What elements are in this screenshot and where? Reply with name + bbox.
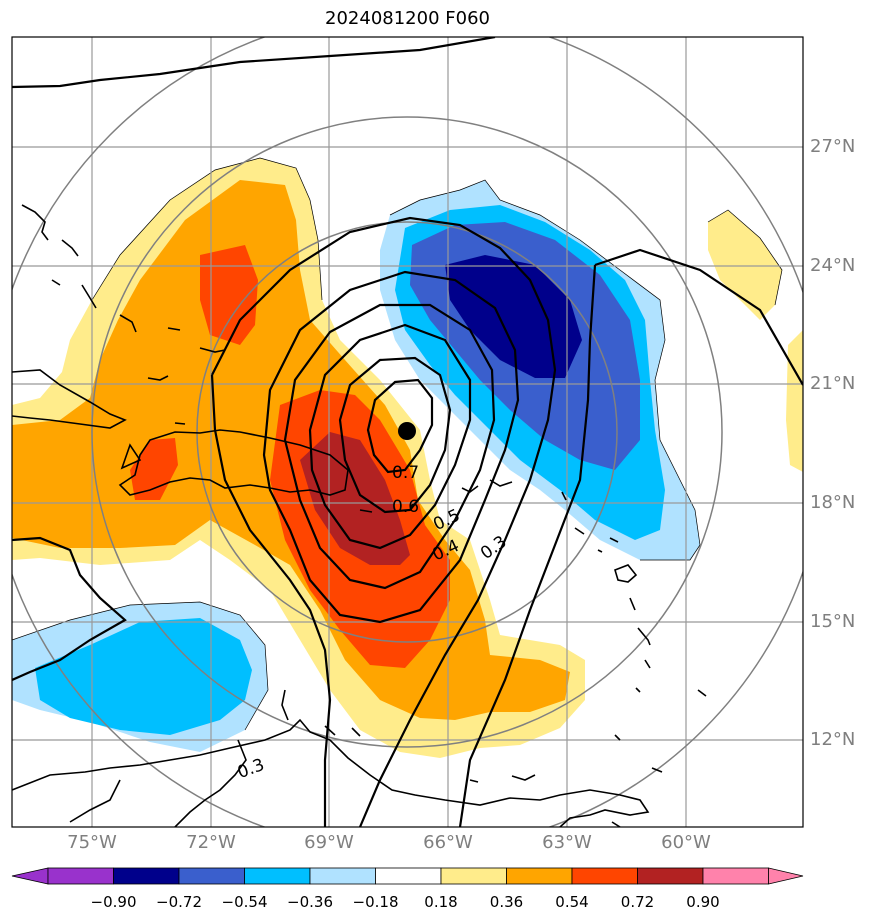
field-fill-072: [200, 245, 258, 345]
colorbar-bin: [309, 867, 376, 885]
latitude-label: 27°N: [810, 136, 856, 157]
field-fill-036-east: [708, 210, 782, 320]
colorbar-bin: [702, 867, 769, 885]
colorbar-bin: [244, 867, 311, 885]
colorbar-extend-high: [768, 867, 804, 885]
colorbar-tick-label: −0.18: [352, 893, 399, 911]
plot-frame: [11, 36, 804, 828]
latitude-label: 12°N: [810, 729, 856, 750]
coastlines: [12, 204, 707, 827]
latitude-label: 24°N: [810, 255, 856, 276]
field-fill-072b: [130, 438, 178, 500]
colorbar-extend-low: [11, 867, 49, 885]
longitude-label: 72°W: [186, 832, 236, 853]
latitude-label: 18°N: [810, 492, 856, 513]
colorbar: [11, 867, 804, 885]
colorbar-tick-label: 0.90: [686, 893, 720, 911]
colorbar-tick-label: 0.54: [555, 893, 589, 911]
field-outlines: [12, 157, 783, 731]
field-fill-036-east2: [786, 330, 803, 472]
longitude-label: 60°W: [661, 832, 711, 853]
colorbar-bin: [637, 867, 704, 885]
colorbar-bin: [571, 867, 638, 885]
longitude-label: 63°W: [542, 832, 592, 853]
longitude-label: 66°W: [423, 832, 473, 853]
contour-label: 0.6: [392, 497, 419, 517]
colorbar-bin: [506, 867, 573, 885]
colorbar-bin: [375, 867, 442, 885]
contour-label: 0.3: [235, 755, 267, 783]
map-title: 2024081200 F060: [325, 8, 490, 29]
colorbar-bin: [113, 867, 180, 885]
colorbar-tick-label: 0.72: [620, 893, 655, 911]
field-fill-090: [300, 432, 410, 565]
colorbar-tick-label: −0.54: [221, 893, 268, 911]
colorbar-bin: [440, 867, 507, 885]
longitude-label: 75°W: [67, 832, 117, 853]
colorbar-tick-label: −0.72: [156, 893, 202, 911]
colorbar-tick-label: −0.36: [287, 893, 333, 911]
contours: [12, 37, 803, 827]
colorbar-tick-label: 0.36: [489, 893, 524, 911]
latitude-label: 15°N: [810, 611, 856, 632]
latitude-label: 21°N: [810, 373, 856, 394]
colorbar-bin: [178, 867, 245, 885]
contour-label: 0.7: [392, 463, 419, 483]
colorbar-tick-label: 0.18: [424, 893, 458, 911]
range-rings: [12, 37, 803, 827]
longitude-label: 69°W: [304, 832, 354, 853]
field-fill-neg072: [445, 255, 582, 378]
colorbar-bin: [47, 867, 114, 885]
colorbar-tick-label: −0.90: [90, 893, 137, 911]
storm-center-dot: [398, 422, 416, 440]
shaded-field-layer: [12, 158, 803, 758]
